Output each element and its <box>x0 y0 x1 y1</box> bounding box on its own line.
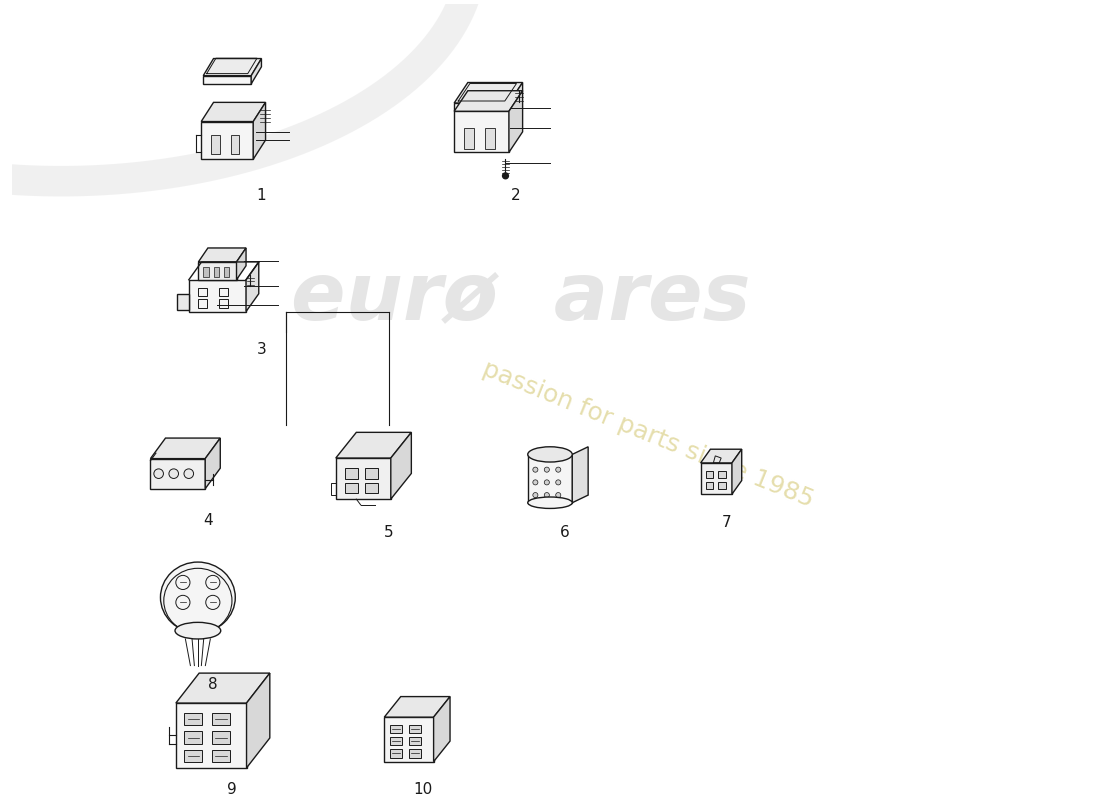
Polygon shape <box>454 90 522 111</box>
Ellipse shape <box>175 622 221 639</box>
Ellipse shape <box>161 562 235 633</box>
Circle shape <box>544 467 549 472</box>
Polygon shape <box>151 438 220 458</box>
Polygon shape <box>336 432 411 458</box>
Polygon shape <box>253 102 265 159</box>
Polygon shape <box>198 248 246 262</box>
Polygon shape <box>198 262 236 280</box>
Text: 3: 3 <box>256 342 266 358</box>
Polygon shape <box>433 697 450 762</box>
Bar <box>211 134 220 154</box>
Polygon shape <box>201 102 265 122</box>
Polygon shape <box>236 248 246 280</box>
Polygon shape <box>251 58 262 84</box>
Polygon shape <box>454 111 509 152</box>
Circle shape <box>532 493 538 498</box>
Bar <box>204 267 209 277</box>
Circle shape <box>503 173 508 178</box>
Text: 6: 6 <box>560 526 570 540</box>
Bar <box>213 267 219 277</box>
Circle shape <box>154 469 164 478</box>
Polygon shape <box>572 446 588 502</box>
Bar <box>464 128 474 149</box>
Text: 8: 8 <box>208 677 218 692</box>
Circle shape <box>532 467 538 472</box>
Text: 4: 4 <box>202 513 212 527</box>
Polygon shape <box>184 713 202 726</box>
Polygon shape <box>365 468 378 478</box>
Polygon shape <box>184 750 202 762</box>
Polygon shape <box>705 471 713 478</box>
Polygon shape <box>389 737 403 746</box>
Polygon shape <box>176 703 246 768</box>
Polygon shape <box>246 262 258 311</box>
Polygon shape <box>717 471 726 478</box>
Polygon shape <box>390 432 411 499</box>
Bar <box>223 267 229 277</box>
Polygon shape <box>211 731 230 744</box>
Polygon shape <box>151 458 206 489</box>
Polygon shape <box>344 483 358 494</box>
Polygon shape <box>732 450 741 494</box>
Polygon shape <box>509 82 522 111</box>
Bar <box>231 134 239 154</box>
Text: 9: 9 <box>228 782 236 798</box>
Polygon shape <box>454 82 522 103</box>
Polygon shape <box>201 122 253 159</box>
Bar <box>485 128 495 149</box>
Polygon shape <box>204 76 251 84</box>
Circle shape <box>556 493 561 498</box>
Text: eurø  ares: eurø ares <box>290 258 750 337</box>
Circle shape <box>184 469 194 478</box>
Polygon shape <box>211 713 230 726</box>
Polygon shape <box>336 458 390 499</box>
Polygon shape <box>384 697 450 717</box>
Polygon shape <box>389 725 403 733</box>
Polygon shape <box>204 58 262 76</box>
Circle shape <box>556 480 561 485</box>
Polygon shape <box>184 731 202 744</box>
Polygon shape <box>389 750 403 758</box>
Polygon shape <box>717 482 726 490</box>
Polygon shape <box>528 454 572 502</box>
Text: 10: 10 <box>414 782 432 798</box>
Circle shape <box>169 469 178 478</box>
Polygon shape <box>176 673 270 703</box>
Polygon shape <box>454 103 509 111</box>
Polygon shape <box>409 750 421 758</box>
Polygon shape <box>246 673 270 768</box>
Text: 7: 7 <box>722 515 730 530</box>
Polygon shape <box>705 482 713 490</box>
Circle shape <box>544 493 549 498</box>
Polygon shape <box>189 280 246 311</box>
Polygon shape <box>701 450 741 463</box>
Polygon shape <box>211 750 230 762</box>
Ellipse shape <box>528 497 572 509</box>
Polygon shape <box>344 468 358 478</box>
Polygon shape <box>409 737 421 746</box>
Polygon shape <box>509 90 522 152</box>
Circle shape <box>532 480 538 485</box>
Text: 2: 2 <box>512 188 520 202</box>
Circle shape <box>544 480 549 485</box>
Text: 5: 5 <box>384 526 394 540</box>
Polygon shape <box>177 294 189 310</box>
Circle shape <box>556 467 561 472</box>
Text: passion for parts since 1985: passion for parts since 1985 <box>478 357 817 512</box>
Polygon shape <box>365 483 378 494</box>
Polygon shape <box>206 438 220 489</box>
Polygon shape <box>701 463 732 494</box>
Text: 1: 1 <box>256 188 266 202</box>
Polygon shape <box>384 717 433 762</box>
Polygon shape <box>409 725 421 733</box>
Ellipse shape <box>528 446 572 462</box>
